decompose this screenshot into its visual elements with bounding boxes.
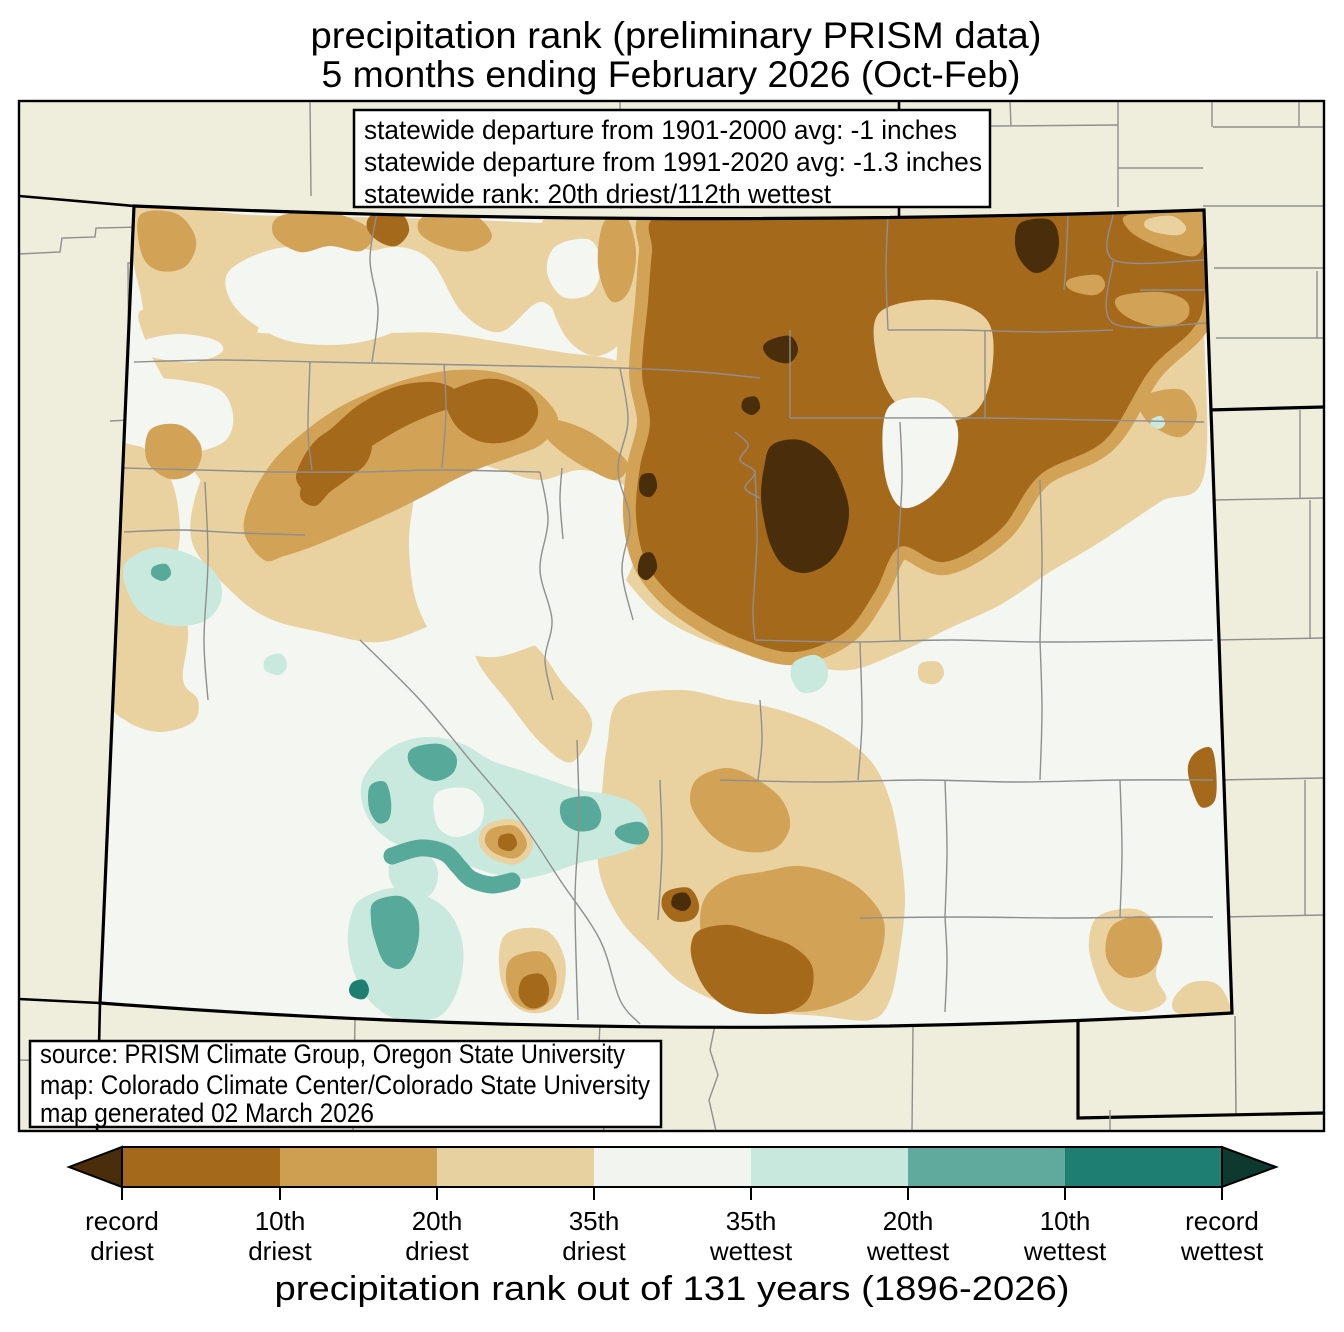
svg-text:20th: 20th bbox=[883, 1206, 934, 1236]
svg-text:10th: 10th bbox=[1040, 1206, 1091, 1236]
svg-text:map generated 02 March 2026: map generated 02 March 2026 bbox=[40, 1098, 374, 1128]
svg-text:map: Colorado Climate Center/C: map: Colorado Climate Center/Colorado St… bbox=[40, 1070, 650, 1100]
svg-text:source: PRISM Climate Group, O: source: PRISM Climate Group, Oregon Stat… bbox=[40, 1039, 625, 1069]
svg-text:wettest: wettest bbox=[709, 1236, 793, 1266]
svg-text:20th: 20th bbox=[412, 1206, 463, 1236]
svg-text:record: record bbox=[85, 1206, 159, 1236]
svg-text:record: record bbox=[1185, 1206, 1259, 1236]
svg-text:driest: driest bbox=[90, 1236, 154, 1266]
svg-text:driest: driest bbox=[562, 1236, 626, 1266]
svg-text:35th: 35th bbox=[569, 1206, 620, 1236]
svg-text:35th: 35th bbox=[726, 1206, 777, 1236]
svg-text:5 months ending February 2026: 5 months ending February 2026 (Oct-Feb) bbox=[322, 54, 1021, 95]
svg-text:precipitation rank out of 131: precipitation rank out of 131 years (189… bbox=[275, 1270, 1070, 1308]
svg-text:statewide departure from 1991-: statewide departure from 1991-2020 avg: … bbox=[364, 147, 982, 177]
svg-text:10th: 10th bbox=[255, 1206, 306, 1236]
svg-text:wettest: wettest bbox=[866, 1236, 950, 1266]
svg-text:wettest: wettest bbox=[1180, 1236, 1264, 1266]
svg-text:statewide rank: 20th driest/11: statewide rank: 20th driest/112th wettes… bbox=[364, 179, 831, 209]
svg-text:driest: driest bbox=[405, 1236, 469, 1266]
svg-text:driest: driest bbox=[248, 1236, 312, 1266]
svg-text:wettest: wettest bbox=[1023, 1236, 1107, 1266]
svg-text:statewide departure from 1901-: statewide departure from 1901-2000 avg: … bbox=[364, 115, 957, 145]
svg-text:precipitation rank (preliminar: precipitation rank (preliminary PRISM da… bbox=[311, 15, 1042, 56]
